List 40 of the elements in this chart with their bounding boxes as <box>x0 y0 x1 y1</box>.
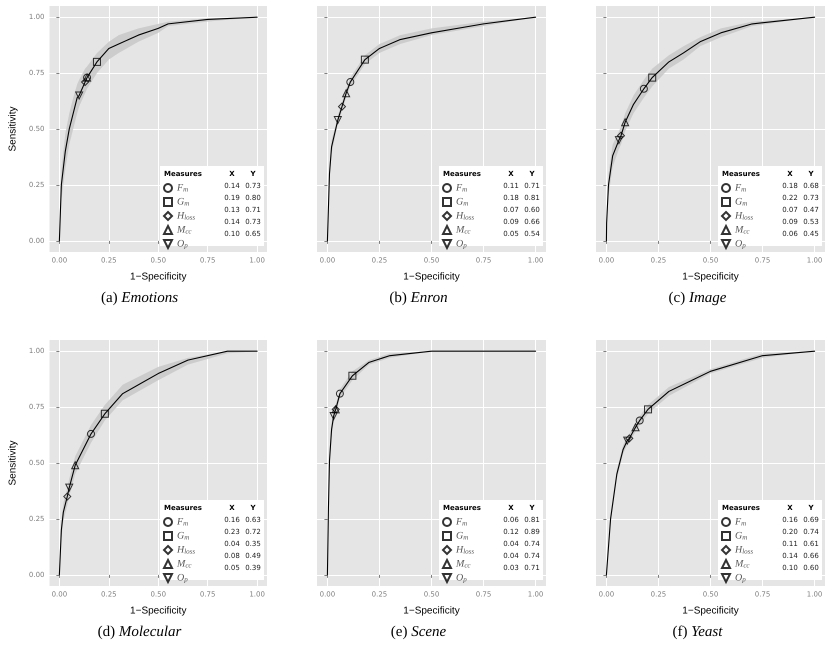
text: (c) Image <box>668 290 728 307</box>
point <box>348 371 356 380</box>
point <box>71 460 80 469</box>
point <box>625 434 634 442</box>
x-axis-title: 1−Specificity <box>403 605 460 616</box>
x-axis-title: 1−Specificity <box>403 272 460 282</box>
point <box>336 389 344 398</box>
point <box>644 404 652 413</box>
point <box>330 412 338 420</box>
text: (a) Emotions <box>100 290 180 307</box>
point <box>636 416 644 424</box>
point <box>75 91 84 100</box>
point <box>623 436 632 444</box>
text: (d) Molecular <box>96 624 182 640</box>
y-axis-title: Sensitivity <box>8 106 18 152</box>
point <box>338 102 346 111</box>
text: (f) Yeast <box>672 624 724 640</box>
point <box>640 84 648 93</box>
x-axis-title: 1−Specificity <box>130 272 186 282</box>
x-axis-title: 1−Specificity <box>130 605 186 616</box>
point <box>65 483 74 492</box>
point <box>334 116 342 124</box>
point <box>614 136 623 144</box>
point <box>100 409 109 418</box>
x-axis-title: 1−Specificity <box>682 272 739 282</box>
text: (e) Scene <box>390 624 448 640</box>
point <box>648 74 656 82</box>
point <box>342 89 350 98</box>
point <box>621 118 630 126</box>
x-axis-title: 1−Specificity <box>682 605 739 616</box>
point <box>616 132 625 140</box>
point <box>632 422 640 431</box>
point <box>63 492 72 500</box>
point <box>92 58 101 66</box>
point <box>360 56 369 64</box>
point <box>81 78 90 86</box>
point <box>87 429 96 438</box>
text: (b) Enron <box>388 290 449 307</box>
point <box>346 78 354 86</box>
y-axis-title: Sensitivity <box>8 440 18 486</box>
